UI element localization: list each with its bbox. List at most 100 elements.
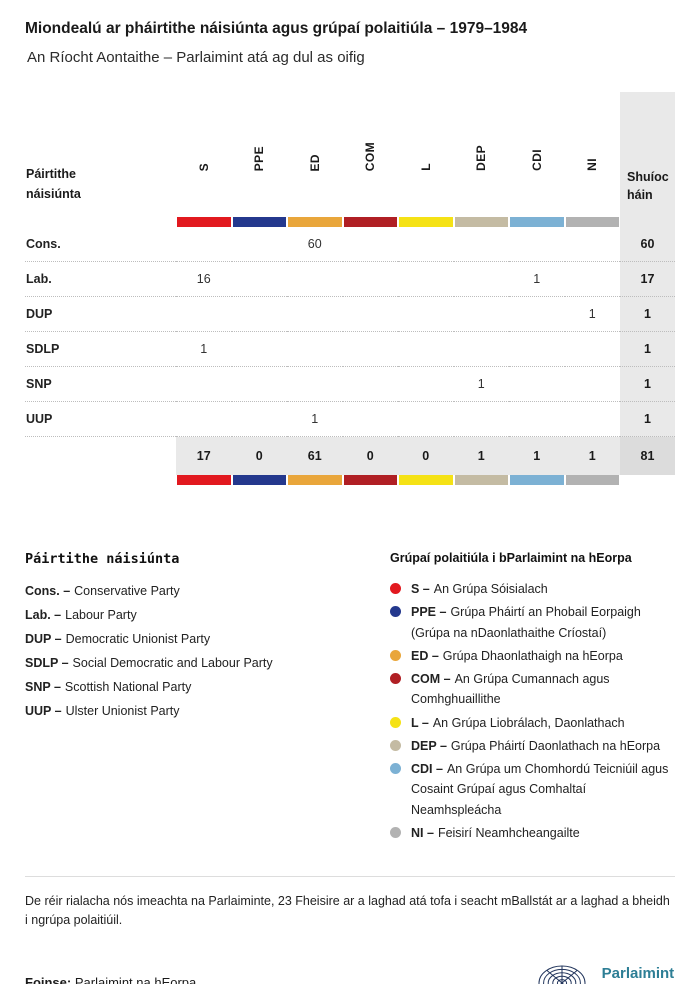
group-total-cdi: 1 — [509, 437, 565, 475]
political-groups-legend: Grúpaí polaitiúla i bParlaimint na hEorp… — [390, 551, 675, 846]
row-total-sdlp: 1 — [620, 332, 675, 367]
column-label-cdi: CDI — [529, 149, 544, 171]
value-sdlp-ed — [287, 332, 343, 367]
column-header-ni: NI — [565, 92, 621, 217]
group-legend-text: CDI – An Grúpa um Chomhordú Teicniúil agu… — [411, 759, 675, 820]
value-snp-l — [398, 367, 454, 402]
group-color-bar-ni — [565, 217, 621, 227]
party-full-name: Scottish National Party — [64, 680, 192, 694]
color-bar — [399, 475, 453, 485]
footnote-divider — [25, 876, 675, 877]
ep-logo-text-line2: na hEorpa — [602, 982, 675, 984]
value-uup-s — [176, 402, 232, 437]
group-color-dot-com — [390, 673, 401, 684]
color-bar — [510, 217, 564, 227]
group-color-dot-dep — [390, 739, 401, 751]
column-header-ppe: PPE — [232, 92, 288, 217]
color-bar — [288, 217, 342, 227]
color-bar — [510, 475, 564, 485]
group-color-dot-ppe — [390, 606, 401, 618]
party-name: DUP — [25, 297, 176, 332]
group-color-bar-ed — [287, 217, 343, 227]
group-color-bar-l — [398, 217, 454, 227]
party-full-name: Ulster Unionist Party — [65, 704, 180, 718]
group-legend-text: NI – Feisirí Neamhcheangailte — [411, 823, 580, 843]
value-dup-ed — [287, 297, 343, 332]
color-bar — [565, 475, 619, 485]
value-lab-ppe — [231, 262, 287, 297]
group-color-bar-bottom-cdi — [509, 475, 565, 485]
group-color-bar-ppe — [232, 217, 288, 227]
group-abbr: CDI – — [411, 762, 443, 776]
party-legend-item: Lab. – Labour Party — [25, 608, 390, 622]
page-title: Miondealú ar pháirtithe náisiúnta agus g… — [25, 20, 528, 37]
group-legend-item: S – An Grúpa Sóisialach — [390, 579, 675, 599]
party-name: SNP — [25, 367, 176, 402]
group-color-dot-ed — [390, 649, 401, 661]
party-abbr: UUP – — [25, 704, 62, 718]
party-full-name: Democratic Unionist Party — [65, 632, 211, 646]
party-abbr: SNP – — [25, 680, 61, 694]
group-full-name: Grúpa Pháirtí Daonlathach na hEorpa — [450, 738, 661, 753]
group-color-bar-com — [343, 217, 399, 227]
color-bar — [232, 475, 286, 485]
column-header-seats: Shuíocháin — [620, 92, 675, 217]
column-label-dep: DEP — [474, 145, 489, 171]
color-bar — [454, 475, 508, 485]
group-full-name: An Grúpa Sóisialach — [433, 582, 548, 596]
row-total-dup: 1 — [620, 297, 675, 332]
value-cons-com — [342, 227, 398, 262]
group-abbr: S – — [411, 582, 430, 596]
value-snp-ppe — [231, 367, 287, 402]
color-bar — [288, 475, 342, 485]
group-full-name: An Grúpa Liobrálach, Daonlathach — [432, 715, 625, 730]
value-dup-ni: 1 — [564, 297, 620, 332]
source-label: Foinse: — [25, 975, 72, 984]
party-legend-item: SNP – Scottish National Party — [25, 680, 390, 694]
results-table: Páirtithe náisiúnta S PPE ED COM L DEP CDI NI Shu… — [25, 92, 675, 485]
value-cons-s — [176, 227, 232, 262]
group-legend-text: COM – An Grúpa Cumannach agus Comhghuaill… — [411, 669, 675, 710]
value-uup-ed: 1 — [287, 402, 343, 437]
value-lab-s: 16 — [176, 262, 232, 297]
value-cons-cdi — [509, 227, 565, 262]
group-legend-text: DEP – Grúpa Pháirtí Daonlathach na hEorpa — [411, 736, 660, 756]
party-legend-item: SDLP – Social Democratic and Labour Party — [25, 656, 390, 670]
color-bar — [343, 217, 397, 227]
group-legend-text: ED – Grúpa Dhaonlathaigh na hEorpa — [411, 646, 623, 666]
party-abbr: DUP – — [25, 632, 62, 646]
group-legend-text: S – An Grúpa Sóisialach — [411, 579, 548, 599]
group-color-bar-bottom-com — [343, 475, 399, 485]
group-color-bar-bottom-l — [398, 475, 454, 485]
group-color-dot-ni — [390, 826, 401, 838]
value-dup-dep — [453, 297, 509, 332]
group-total-ni: 1 — [564, 437, 620, 475]
value-lab-cdi: 1 — [509, 262, 565, 297]
group-color-bar-dep — [454, 217, 510, 227]
value-dup-ppe — [231, 297, 287, 332]
value-sdlp-l — [398, 332, 454, 367]
party-name: Lab. — [25, 262, 176, 297]
source-value: Parlaimint na hEorpa — [74, 975, 197, 984]
group-color-dot-s — [390, 583, 401, 594]
column-label-s: S — [196, 162, 211, 171]
group-abbr: PPE – — [411, 605, 447, 620]
group-full-name: Grúpa Dhaonlathaigh na hEorpa — [442, 648, 623, 663]
party-legend-item: UUP – Ulster Unionist Party — [25, 704, 390, 718]
bar-row-spacer — [25, 217, 176, 227]
value-uup-com — [342, 402, 398, 437]
group-full-name: An Grúpa um Chomhordú Teicniúil agus Cos… — [411, 762, 669, 817]
column-header-l: L — [398, 92, 454, 217]
page-footer: Foinse: Parlaimint na hEorpa — [25, 961, 675, 984]
column-header-s: S — [176, 92, 232, 217]
color-bar — [343, 475, 397, 485]
table-row-header: Páirtithe náisiúnta — [25, 92, 176, 217]
value-cons-ppe — [231, 227, 287, 262]
color-bar — [232, 217, 286, 227]
ep-logo-text-line1: Parlaimint — [601, 964, 675, 982]
group-abbr: DEP – — [411, 738, 447, 753]
party-legend-item: DUP – Democratic Unionist Party — [25, 632, 390, 646]
group-total-l: 0 — [398, 437, 454, 475]
table-row-header-label: Páirtithe náisiúnta — [26, 167, 81, 201]
value-cons-ed: 60 — [287, 227, 343, 262]
